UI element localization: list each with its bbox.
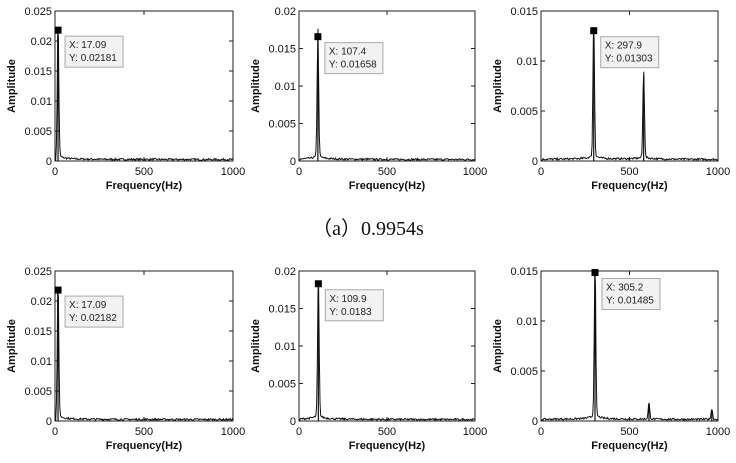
x-axis-label: Frequency(Hz)	[349, 440, 426, 452]
y-axis-label: Amplitude	[250, 59, 262, 113]
datatip-y: Y: 0.01303	[605, 54, 653, 65]
x-axis-label: Frequency(Hz)	[106, 440, 183, 452]
datatip-y: Y: 0.01485	[606, 296, 654, 307]
datatip-x: X: 107.4	[329, 47, 367, 58]
y-tick-label: 0.02	[275, 266, 296, 278]
plot-area	[55, 271, 233, 421]
x-tick-label: 0	[52, 166, 58, 178]
x-tick-label: 1000	[221, 426, 245, 438]
x-tick-label: 500	[378, 166, 396, 178]
y-tick-label: 0.005	[510, 106, 538, 118]
y-tick-label: 0.01	[517, 316, 538, 328]
y-tick-label: 0.005	[268, 119, 296, 131]
x-tick-label: 500	[620, 426, 638, 438]
y-tick-label: 0.005	[510, 366, 538, 378]
datatip-y: Y: 0.01658	[329, 60, 377, 71]
x-axis-label: Frequency(Hz)	[106, 180, 183, 192]
y-tick-label: 0.025	[24, 6, 52, 18]
x-tick-label: 500	[378, 426, 396, 438]
y-tick-label: 0.01	[517, 56, 538, 68]
y-tick-label: 0.025	[24, 266, 52, 278]
x-axis-label: Frequency(Hz)	[591, 180, 668, 192]
datatip-marker	[592, 269, 599, 276]
x-tick-label: 0	[296, 426, 302, 438]
caption: （a）0.9954s	[0, 212, 736, 241]
y-tick-label: 0.005	[24, 386, 52, 398]
y-tick-label: 0.015	[268, 44, 296, 56]
x-tick-label: 0	[538, 166, 544, 178]
chart-3: 00.0050.010.01505001000Frequency(Hz)Ampl…	[492, 6, 730, 192]
x-tick-label: 1000	[463, 166, 487, 178]
y-tick-label: 0.01	[31, 356, 52, 368]
y-tick-label: 0.02	[31, 36, 52, 48]
datatip-marker	[590, 27, 597, 34]
y-tick-label: 0.015	[510, 266, 538, 278]
y-tick-label: 0.02	[31, 296, 52, 308]
x-tick-label: 0	[52, 426, 58, 438]
datatip-marker	[55, 27, 62, 34]
datatip-x: X: 109.9	[329, 294, 367, 305]
x-tick-label: 500	[135, 166, 153, 178]
datatip-marker	[55, 287, 62, 294]
datatip-y: Y: 0.02181	[69, 53, 117, 64]
y-tick-label: 0.005	[24, 126, 52, 138]
datatip-x: X: 17.09	[69, 300, 107, 311]
x-tick-label: 1000	[221, 166, 245, 178]
y-tick-label: 0.02	[275, 6, 296, 18]
datatip-x: X: 305.2	[606, 283, 644, 294]
datatip-marker	[315, 280, 322, 287]
y-tick-label: 0.015	[24, 326, 52, 338]
y-tick-label: 0.015	[268, 304, 296, 316]
x-tick-label: 0	[538, 426, 544, 438]
y-tick-label: 0.015	[510, 6, 538, 18]
y-axis-label: Amplitude	[6, 59, 18, 113]
y-axis-label: Amplitude	[492, 319, 504, 373]
x-tick-label: 0	[296, 166, 302, 178]
plot-area	[541, 11, 718, 161]
chart-6: 00.0050.010.01505001000Frequency(Hz)Ampl…	[492, 266, 730, 452]
y-tick-label: 0.005	[268, 379, 296, 391]
plot-area	[299, 11, 475, 161]
chart-2: 00.0050.010.0150.0205001000Frequency(Hz)…	[250, 6, 487, 192]
chart-5: 00.0050.010.0150.0205001000Frequency(Hz)…	[250, 266, 487, 452]
x-tick-label: 500	[135, 426, 153, 438]
x-tick-label: 1000	[706, 426, 730, 438]
y-axis-label: Amplitude	[250, 319, 262, 373]
x-axis-label: Frequency(Hz)	[349, 180, 426, 192]
y-tick-label: 0.01	[275, 341, 296, 353]
plot-area	[55, 11, 233, 161]
x-tick-label: 1000	[706, 166, 730, 178]
datatip-x: X: 297.9	[605, 41, 643, 52]
y-tick-label: 0.01	[275, 81, 296, 93]
x-tick-label: 500	[620, 166, 638, 178]
y-axis-label: Amplitude	[492, 59, 504, 113]
datatip-marker	[314, 33, 321, 40]
x-tick-label: 1000	[463, 426, 487, 438]
y-tick-label: 0.015	[24, 66, 52, 78]
datatip-y: Y: 0.02182	[69, 313, 117, 324]
datatip-x: X: 17.09	[69, 40, 107, 51]
chart-4: 00.0050.010.0150.020.02505001000Frequenc…	[6, 266, 245, 452]
x-axis-label: Frequency(Hz)	[591, 440, 668, 452]
y-tick-label: 0.01	[31, 96, 52, 108]
chart-1: 00.0050.010.0150.020.02505001000Frequenc…	[6, 6, 245, 192]
y-axis-label: Amplitude	[6, 319, 18, 373]
datatip-y: Y: 0.0183	[329, 307, 372, 318]
